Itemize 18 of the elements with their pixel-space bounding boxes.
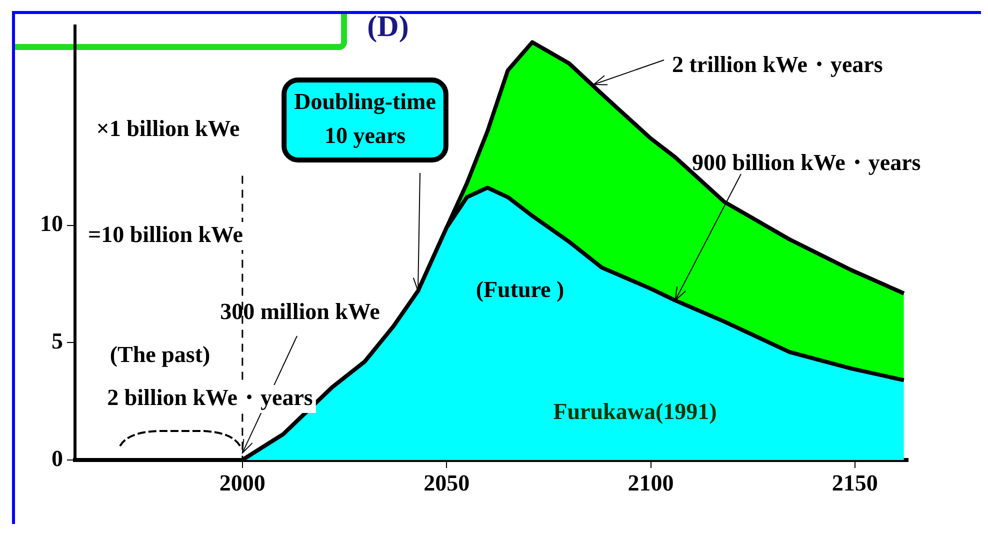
annotation: (Future ) xyxy=(476,276,564,302)
chart-title: (D) xyxy=(367,10,409,43)
annotation: 2 billion kWe・years xyxy=(107,384,313,410)
y-tick-label: 5 xyxy=(52,328,63,354)
annotation: 2 trillion kWe・years xyxy=(672,52,883,77)
annotation: Doubling-time 10 years xyxy=(294,88,436,148)
x-tick-label: 2100 xyxy=(628,470,674,496)
y-axis-title: ×1 billion kWe xyxy=(96,116,240,141)
annotation: 900 billion kWe・years xyxy=(692,150,921,175)
annotation: 300 million kWe xyxy=(220,298,380,324)
annotation: (The past) xyxy=(110,342,210,367)
y-tick-label: 0 xyxy=(52,446,63,471)
annotation: =10 billion kWe xyxy=(88,222,243,247)
y-tick-label: 10 xyxy=(40,211,63,236)
annotation: Furukawa(1991) xyxy=(553,398,717,424)
x-tick-label: 2050 xyxy=(424,470,470,496)
x-tick-label: 2150 xyxy=(832,470,878,496)
x-tick-label: 2000 xyxy=(219,470,266,496)
